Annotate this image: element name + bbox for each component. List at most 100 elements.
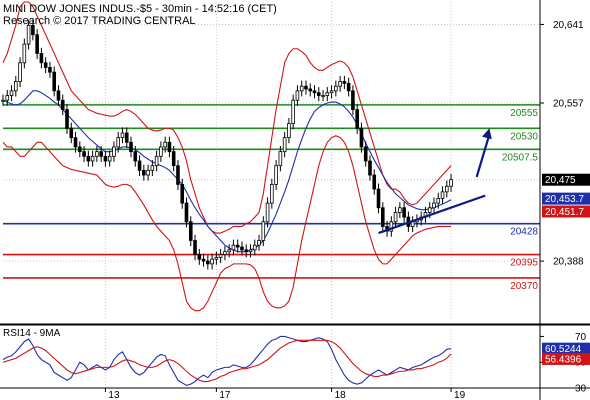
candle-body xyxy=(231,244,236,251)
candle-body xyxy=(206,260,210,265)
candle-body xyxy=(171,151,176,167)
date-tick-label: 19 xyxy=(454,390,466,400)
candle-body xyxy=(137,160,142,171)
candle-body xyxy=(274,165,278,185)
candle-body xyxy=(35,34,39,54)
band-value-tag-label: 20,451.7 xyxy=(545,207,584,218)
candle-body xyxy=(321,95,325,97)
candle-body xyxy=(252,244,257,251)
level-label: 20428 xyxy=(510,227,538,238)
candle-body xyxy=(133,151,138,162)
rsi-ma-line xyxy=(2,339,452,383)
candle-body xyxy=(26,24,31,45)
candle-body xyxy=(278,151,283,167)
rsi-tick-label: 70 xyxy=(575,332,587,343)
candle-body xyxy=(167,141,172,153)
candle-body xyxy=(346,82,351,92)
rsi-value-tag-box xyxy=(542,342,590,355)
candle-body xyxy=(393,212,398,223)
candle-body xyxy=(402,207,406,218)
rsi-value-tag-label: 60.5244 xyxy=(545,344,582,355)
candle-body xyxy=(95,151,99,157)
candle-body xyxy=(380,207,385,227)
forecast-arrow-head xyxy=(482,128,492,140)
candle-body xyxy=(227,249,231,253)
candle-body xyxy=(257,240,261,246)
candle-body xyxy=(440,191,445,199)
candle-body xyxy=(39,53,44,64)
candle-body xyxy=(18,62,22,82)
rsi-ma-value-tag-box xyxy=(542,352,590,365)
rsi-panel: RSI14 - 9MA xyxy=(0,323,590,387)
candle-body xyxy=(120,132,125,139)
level-label: 20395 xyxy=(510,258,538,269)
candle-body xyxy=(376,188,381,209)
candle-body xyxy=(287,123,291,139)
bollinger-upper-line xyxy=(2,1,452,234)
candle-body xyxy=(78,146,82,153)
level-label: 20370 xyxy=(510,281,538,292)
date-tick-label: 18 xyxy=(335,390,347,400)
candle-body xyxy=(449,179,453,187)
candle-body xyxy=(265,202,270,223)
candle-body xyxy=(248,249,253,253)
price-tick-label: 20,388 xyxy=(553,257,584,268)
bollinger-lower-line xyxy=(2,135,452,312)
chart-copyright: Research © 2017 TRADING CENTRAL xyxy=(3,15,196,27)
candle-body xyxy=(103,155,108,162)
candle-body xyxy=(351,90,355,110)
candle-body xyxy=(9,90,14,96)
candle-body xyxy=(398,207,402,213)
candle-body xyxy=(176,165,180,185)
candle-body xyxy=(73,137,78,148)
candle-body xyxy=(372,174,377,190)
candle-body xyxy=(124,132,129,143)
chart-title: MINI DOW JONES INDUS.-$5 - 30min - 14:52… xyxy=(3,3,277,15)
candle-body xyxy=(291,99,295,124)
candle-body xyxy=(116,137,121,148)
level-label: 20507.5 xyxy=(502,152,539,163)
last-price-tag-label: 20,475 xyxy=(545,175,576,186)
candle-body xyxy=(184,202,189,223)
candle-body xyxy=(56,90,61,101)
candle-body xyxy=(223,251,227,255)
candle-body xyxy=(282,137,287,153)
candle-body xyxy=(299,85,304,92)
price-tick-label: 20,557 xyxy=(553,99,584,110)
candle-body xyxy=(363,146,368,162)
band-value-tag-box xyxy=(542,205,590,218)
candle-body xyxy=(444,185,449,193)
candle-body xyxy=(31,24,35,36)
candle-body xyxy=(338,81,342,87)
moving-average-line xyxy=(2,90,452,253)
candle-body xyxy=(5,95,10,101)
level-label: 20555 xyxy=(510,108,538,119)
ma-value-tag-label: 20,453.7 xyxy=(545,194,584,205)
candle-body xyxy=(342,81,347,84)
candle-body xyxy=(201,258,206,262)
candle-body xyxy=(188,221,193,241)
candle-body xyxy=(329,90,334,94)
candle-body xyxy=(48,67,52,73)
rsi-ma-value-tag-label: 56.4396 xyxy=(545,354,582,365)
candle-body xyxy=(240,246,244,251)
candle-body xyxy=(334,85,338,92)
forecast-arrow-shaft xyxy=(475,133,491,178)
candle-body xyxy=(308,88,313,92)
candle-body xyxy=(368,160,372,176)
candle-body xyxy=(65,109,69,129)
candle-body xyxy=(432,202,436,209)
candle-body xyxy=(90,155,95,162)
candle-body xyxy=(218,254,223,258)
candle-body xyxy=(235,244,240,248)
candle-body xyxy=(142,169,146,176)
candle-body xyxy=(261,221,266,241)
candle-body xyxy=(214,256,219,260)
candle-body xyxy=(197,254,202,260)
last-price-tag-box xyxy=(542,173,590,186)
candle-body xyxy=(1,99,5,102)
candle-body xyxy=(14,81,18,92)
ma-value-tag-box xyxy=(542,192,590,205)
level-label: 20530 xyxy=(510,131,538,142)
candlesticks xyxy=(1,19,453,270)
